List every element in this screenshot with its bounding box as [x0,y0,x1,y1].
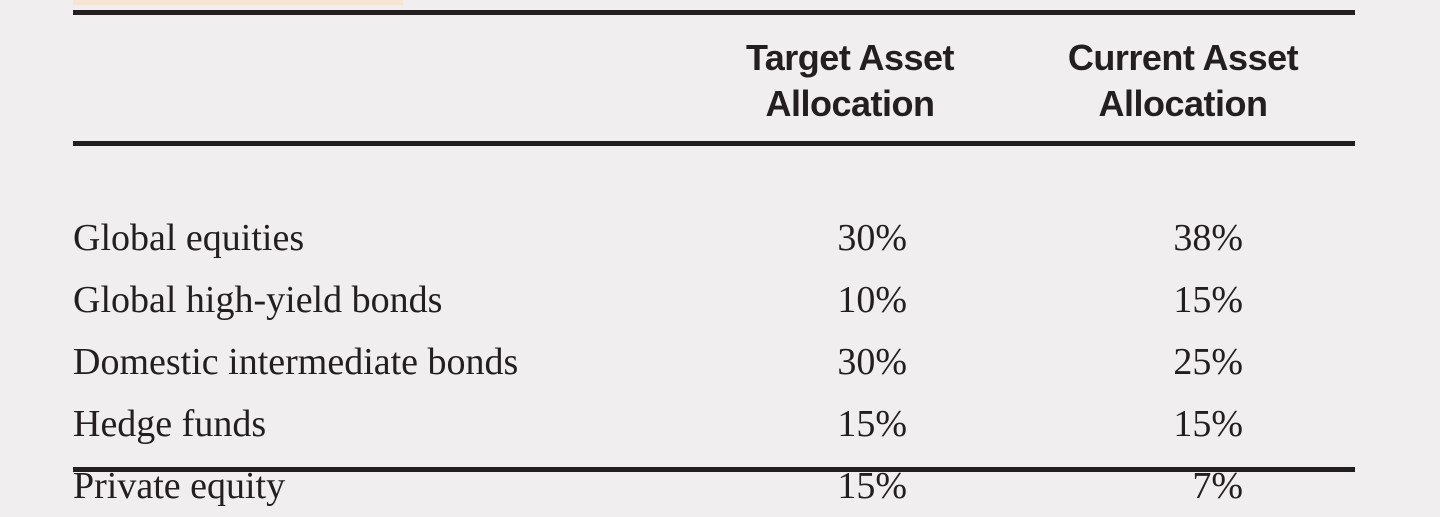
current-value: 7% [1192,465,1243,507]
table-header-rule [73,141,1355,146]
column-header-target-allocation: Target Asset Allocation [745,37,955,124]
current-value: 15% [1173,279,1243,321]
row-label: Global high-yield bonds [73,279,443,321]
table-bottom-rule [73,467,1355,472]
table-row: Hedge funds 15% 15% [73,393,1355,455]
table-row: Domestic intermediate bonds 30% 25% [73,331,1355,393]
row-label: Domestic intermediate bonds [73,341,519,383]
table-row: Global equities 30% 38% [73,207,1355,269]
accent-strip [73,0,403,5]
table-header-row: Target Asset Allocation Current Asset Al… [73,0,1355,141]
filler-cell [1243,393,1355,455]
target-value: 15% [837,465,907,507]
filler-cell [1243,331,1355,393]
current-value: 15% [1173,403,1243,445]
target-value: 30% [837,341,907,383]
target-value: 15% [837,403,907,445]
current-value: 25% [1173,341,1243,383]
table-row: Global high-yield bonds 10% 15% [73,269,1355,331]
target-value: 10% [837,279,907,321]
table-top-rule [73,10,1355,15]
target-value: 30% [837,217,907,259]
asset-allocation-table: Target Asset Allocation Current Asset Al… [73,0,1355,505]
row-label: Global equities [73,217,305,259]
filler-cell [1243,207,1355,269]
table-row: Private equity 15% 7% [73,455,1355,517]
column-header-current-allocation: Current Asset Allocation [1067,37,1299,124]
current-value: 38% [1173,217,1243,259]
row-label: Private equity [73,465,286,507]
table-body: Global equities 30% 38% Global high-yiel… [73,145,1355,517]
filler-cell [1243,455,1355,517]
spacer-row [73,145,1355,207]
row-label: Hedge funds [73,403,267,445]
filler-cell [1243,269,1355,331]
